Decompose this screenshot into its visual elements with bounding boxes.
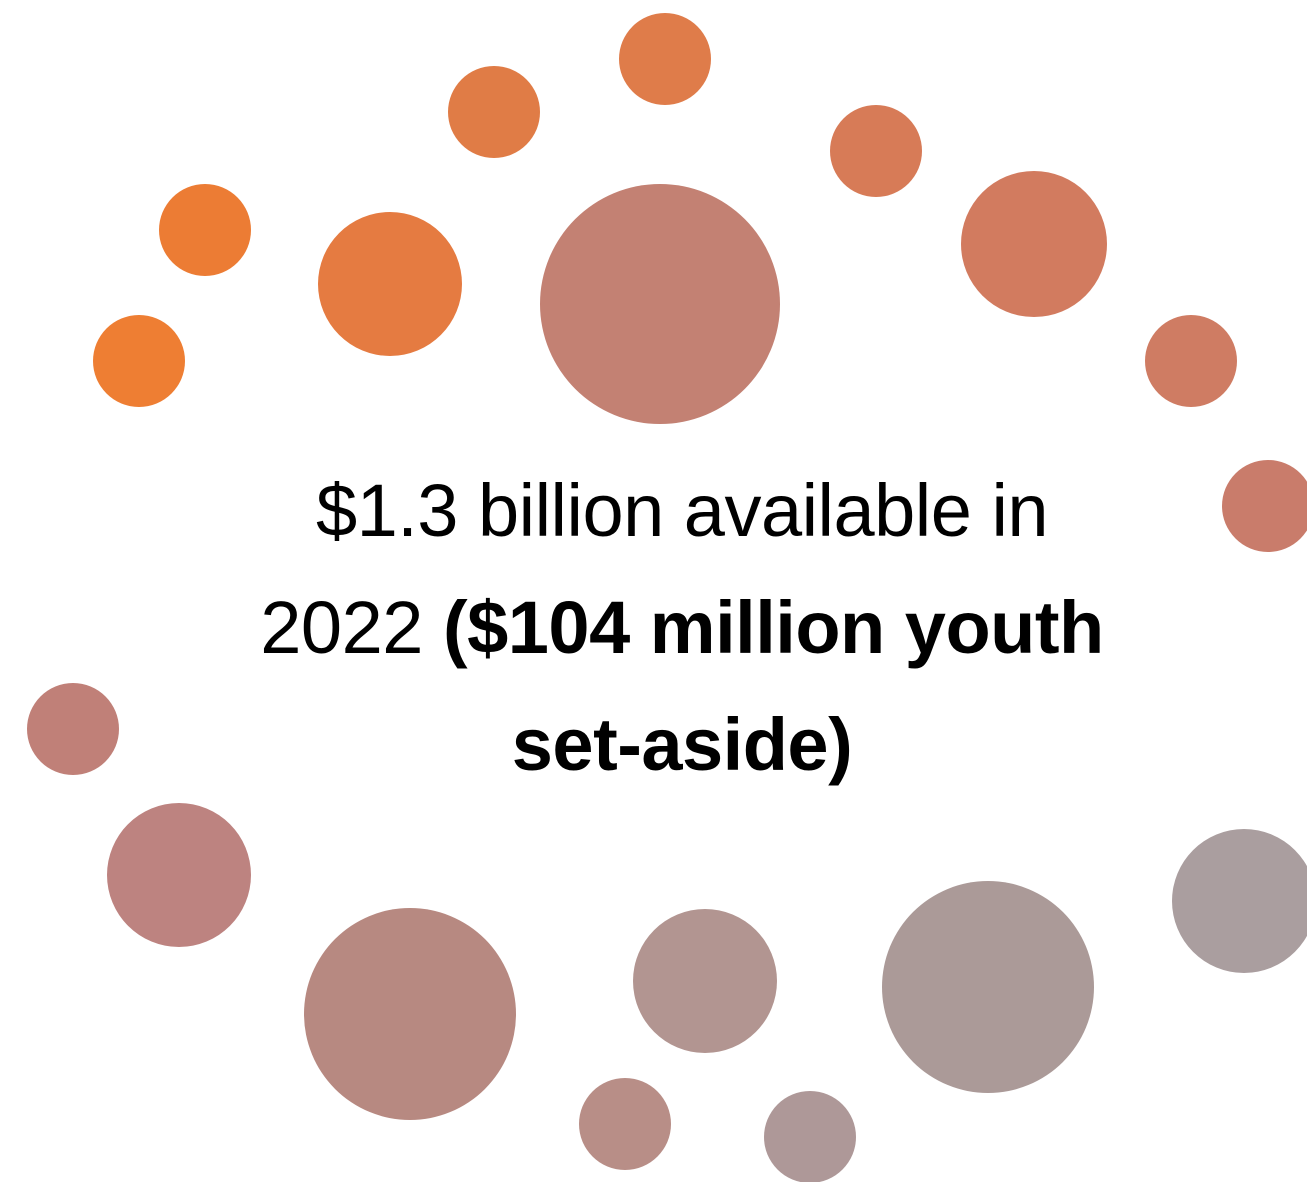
dot xyxy=(764,1091,856,1182)
dot xyxy=(304,908,516,1120)
dot xyxy=(93,315,185,407)
funding-headline: $1.3 billion available in 2022 ($104 mil… xyxy=(0,452,1307,803)
dot xyxy=(107,803,251,947)
dot xyxy=(961,171,1107,317)
dot xyxy=(1172,829,1307,973)
headline-year: 2022 xyxy=(260,586,443,669)
dot xyxy=(633,909,777,1053)
dot xyxy=(579,1078,671,1170)
dot xyxy=(318,212,462,356)
dot xyxy=(159,184,251,276)
headline-line-2: 2022 ($104 million youth xyxy=(0,569,1307,686)
headline-line-1: $1.3 billion available in xyxy=(315,469,1049,552)
dot xyxy=(882,881,1094,1093)
dot xyxy=(1222,460,1307,552)
dot xyxy=(27,683,119,775)
dot xyxy=(619,13,711,105)
dot xyxy=(448,66,540,158)
headline-youth-set-aside-amount: ($104 million youth xyxy=(442,586,1104,669)
headline-line-3: set-aside) xyxy=(511,703,853,786)
dot xyxy=(540,184,780,424)
dot xyxy=(1145,315,1237,407)
dot xyxy=(830,105,922,197)
